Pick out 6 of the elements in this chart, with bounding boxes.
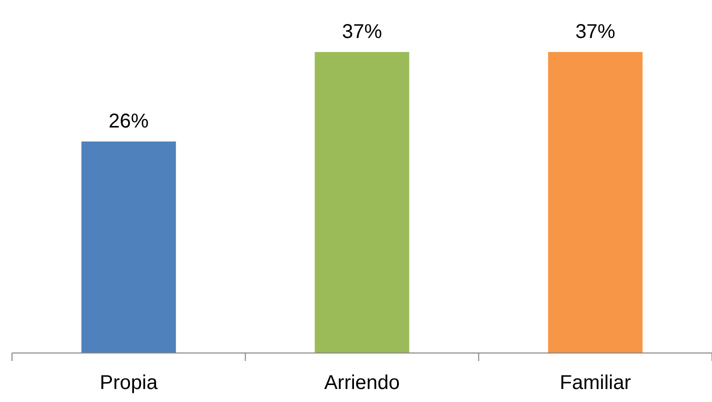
- x-tick-label: Propia: [100, 372, 158, 394]
- data-label: 37%: [575, 21, 616, 43]
- x-tick-label: Familiar: [560, 372, 632, 394]
- data-label: 37%: [342, 21, 382, 43]
- data-label: 26%: [108, 110, 149, 132]
- x-tick-label: Arriendo: [324, 372, 400, 394]
